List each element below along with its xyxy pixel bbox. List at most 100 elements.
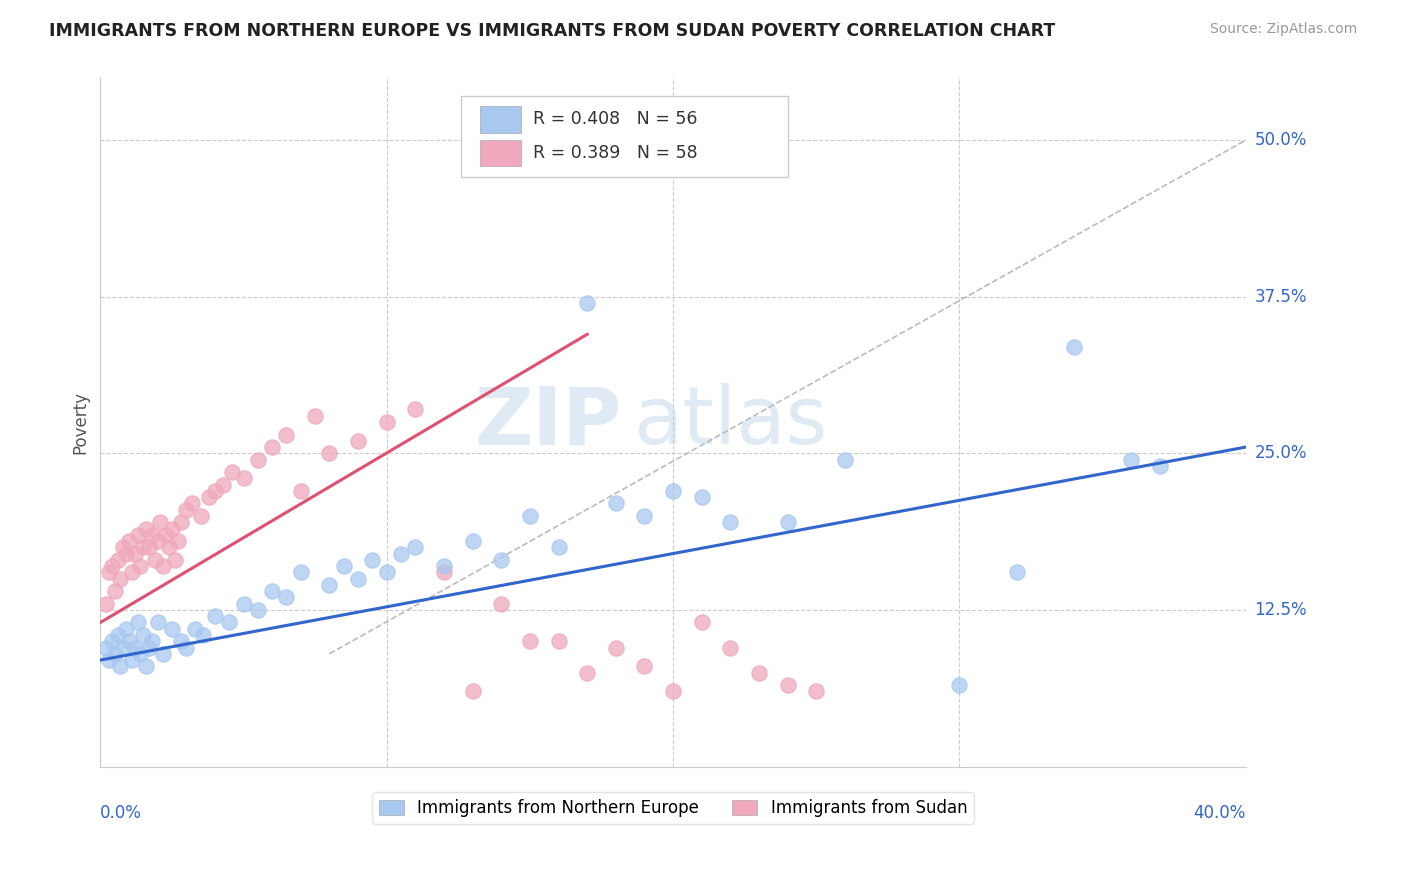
Point xyxy=(718,640,741,655)
Text: 12.5%: 12.5% xyxy=(1254,601,1308,619)
Point xyxy=(290,566,312,580)
Text: 25.0%: 25.0% xyxy=(1254,444,1308,462)
Point xyxy=(262,584,284,599)
Point xyxy=(129,559,152,574)
Point xyxy=(198,490,221,504)
Point xyxy=(361,553,384,567)
Point xyxy=(218,615,240,630)
Point xyxy=(461,684,484,698)
Point xyxy=(107,553,129,567)
Point xyxy=(662,483,685,498)
Point xyxy=(115,622,138,636)
Point xyxy=(246,452,269,467)
Point xyxy=(104,647,127,661)
Point xyxy=(110,572,132,586)
Point xyxy=(547,634,569,648)
Point xyxy=(157,541,180,555)
Point xyxy=(155,528,177,542)
Point xyxy=(491,553,513,567)
Point xyxy=(718,515,741,529)
Point xyxy=(112,541,135,555)
Point xyxy=(290,483,312,498)
Text: ZIP: ZIP xyxy=(474,383,621,461)
Point xyxy=(152,647,174,661)
Point xyxy=(163,553,186,567)
Text: 40.0%: 40.0% xyxy=(1194,805,1246,822)
Text: 50.0%: 50.0% xyxy=(1254,131,1306,149)
Point xyxy=(806,684,828,698)
Point xyxy=(333,559,356,574)
Text: atlas: atlas xyxy=(633,383,827,461)
Point xyxy=(246,603,269,617)
Point xyxy=(221,465,243,479)
Point xyxy=(138,640,160,655)
Point xyxy=(121,653,143,667)
Point xyxy=(121,566,143,580)
Text: 0.0%: 0.0% xyxy=(100,805,142,822)
Point xyxy=(375,566,398,580)
Point xyxy=(146,534,169,549)
Point xyxy=(389,547,412,561)
Point xyxy=(190,508,212,523)
Point xyxy=(304,409,326,423)
Point xyxy=(141,528,163,542)
Point xyxy=(232,597,254,611)
Point xyxy=(129,647,152,661)
Point xyxy=(690,490,713,504)
Point xyxy=(160,622,183,636)
Point xyxy=(169,634,191,648)
Point xyxy=(143,553,166,567)
Point xyxy=(104,584,127,599)
Point xyxy=(212,477,235,491)
Point xyxy=(174,502,197,516)
Point xyxy=(633,508,655,523)
Bar xyxy=(479,140,520,166)
Text: IMMIGRANTS FROM NORTHERN EUROPE VS IMMIGRANTS FROM SUDAN POVERTY CORRELATION CHA: IMMIGRANTS FROM NORTHERN EUROPE VS IMMIG… xyxy=(49,22,1056,40)
Point xyxy=(166,534,188,549)
Point xyxy=(318,578,340,592)
Point xyxy=(519,508,541,523)
Point xyxy=(94,640,117,655)
Text: R = 0.389   N = 58: R = 0.389 N = 58 xyxy=(533,145,697,162)
Point xyxy=(576,665,599,680)
Point xyxy=(204,609,226,624)
Text: Source: ZipAtlas.com: Source: ZipAtlas.com xyxy=(1209,22,1357,37)
Point xyxy=(101,559,124,574)
Point xyxy=(948,678,970,692)
Point xyxy=(97,566,120,580)
Point xyxy=(276,591,298,605)
Point xyxy=(1121,452,1143,467)
Point xyxy=(97,653,120,667)
Point xyxy=(160,521,183,535)
Point xyxy=(94,597,117,611)
Point xyxy=(169,515,191,529)
Point xyxy=(776,515,799,529)
Point xyxy=(262,440,284,454)
Point xyxy=(1063,340,1085,354)
Point xyxy=(149,515,172,529)
Y-axis label: Poverty: Poverty xyxy=(72,391,89,453)
Point xyxy=(204,483,226,498)
Point xyxy=(491,597,513,611)
Point xyxy=(118,534,141,549)
Point xyxy=(124,640,146,655)
Point xyxy=(141,634,163,648)
Bar xyxy=(479,106,520,133)
Legend: Immigrants from Northern Europe, Immigrants from Sudan: Immigrants from Northern Europe, Immigra… xyxy=(373,792,974,823)
Point xyxy=(184,622,207,636)
Point xyxy=(547,541,569,555)
Point xyxy=(605,496,627,510)
Point xyxy=(127,528,149,542)
Point xyxy=(347,434,370,448)
Point xyxy=(112,640,135,655)
Point xyxy=(461,534,484,549)
Point xyxy=(132,541,155,555)
Point xyxy=(276,427,298,442)
Point xyxy=(433,566,456,580)
Point xyxy=(110,659,132,673)
Point xyxy=(347,572,370,586)
Point xyxy=(146,615,169,630)
Text: 37.5%: 37.5% xyxy=(1254,288,1308,306)
Point xyxy=(181,496,204,510)
Point xyxy=(124,547,146,561)
